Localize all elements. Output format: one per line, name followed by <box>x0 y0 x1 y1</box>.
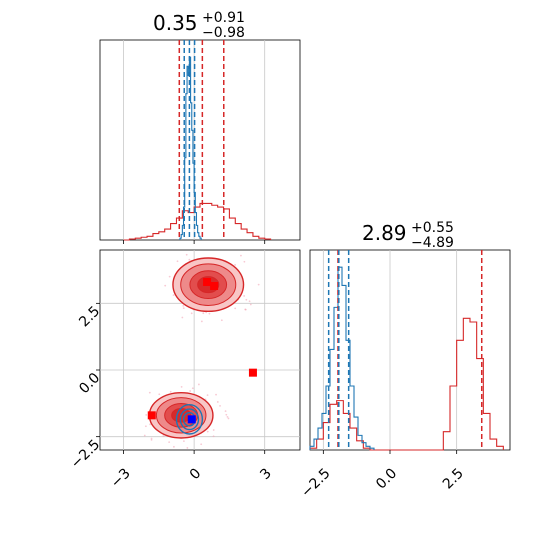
marker-red <box>210 282 219 290</box>
scatter-point <box>206 430 209 433</box>
x-tick-label: 3 <box>257 465 275 483</box>
contour-level-blue <box>175 403 204 435</box>
scatter-point <box>243 260 246 263</box>
scatter-point <box>149 423 152 426</box>
marker-blue <box>187 415 196 424</box>
histogram-blue-series <box>309 266 375 450</box>
scatter-point <box>249 303 252 306</box>
scatter-point <box>227 417 230 420</box>
title-upper-error: +0.91 <box>202 10 245 26</box>
scatter-point <box>224 410 227 413</box>
y-tick-label: 2.5 <box>76 303 103 330</box>
scatter-point <box>158 393 161 396</box>
title-lower-error: −0.98 <box>202 25 245 41</box>
scatter-point <box>183 440 185 443</box>
scatter-point <box>189 390 192 392</box>
scatter-point <box>162 435 165 437</box>
panel-title: 0.35 +0.91 −0.98 <box>153 10 245 41</box>
scatter-point <box>215 393 217 396</box>
scatter-point <box>216 401 219 403</box>
scatter-point <box>182 304 185 307</box>
scatter-point <box>200 443 203 446</box>
scatter-point <box>226 415 229 418</box>
x-tick-label: −3 <box>108 465 134 491</box>
title-upper-error: +0.55 <box>411 220 454 236</box>
scatter-point <box>148 391 151 394</box>
scatter-point <box>173 445 175 448</box>
grid <box>322 250 458 450</box>
histogram-marks <box>309 250 504 451</box>
scatter-point <box>172 294 175 297</box>
axis-ticks: −2.5 0.0 2.5 <box>298 450 467 501</box>
histogram-marks <box>123 40 272 244</box>
panel-frame <box>309 249 511 451</box>
x-tick-label: 2.5 <box>440 465 467 492</box>
scatter-point <box>169 390 172 393</box>
title-value: 0.35 <box>153 11 198 35</box>
scatter-point <box>144 425 147 428</box>
scatter-point <box>219 404 221 407</box>
scatter-marks <box>143 253 260 449</box>
panel-frame <box>99 249 301 451</box>
scatter-point <box>190 312 193 315</box>
scatter-point <box>145 414 148 416</box>
scatter-point <box>244 308 247 311</box>
panel-title: 2.89 +0.55 −4.89 <box>362 220 454 251</box>
panel-frame <box>99 39 301 241</box>
x-tick-label: −2.5 <box>298 465 333 500</box>
joint-scatter-panel: −3 0 3 −2.5 0.0 2.5 <box>68 249 301 491</box>
contour-level-blue <box>179 408 200 431</box>
scatter-point <box>200 320 203 323</box>
scatter-point <box>257 283 260 286</box>
scatter-point <box>185 253 188 256</box>
x-tick-label: 0.0 <box>373 465 400 492</box>
scatter-point <box>186 447 189 449</box>
histogram-red-series <box>309 317 504 451</box>
y-tick-label: 0.0 <box>76 370 103 397</box>
scatter-point <box>164 284 167 287</box>
scatter-point <box>168 275 171 278</box>
marginal-histogram-parameter-2: −2.5 0.0 2.5 2.89 +0.55 −4.89 <box>298 220 511 501</box>
scatter-point <box>220 319 223 322</box>
scatter-point <box>191 387 194 390</box>
scatter-point <box>248 300 251 303</box>
scatter-point <box>143 434 146 437</box>
scatter-point <box>212 435 215 438</box>
scatter-point <box>182 307 185 310</box>
scatter-point <box>206 394 209 397</box>
scatter-point <box>197 383 200 386</box>
marker-red <box>147 411 156 420</box>
scatter-point <box>240 254 242 257</box>
scatter-point <box>188 258 191 261</box>
scatter-point <box>225 413 228 416</box>
scatter-point <box>234 307 237 310</box>
scatter-point <box>176 260 179 263</box>
scatter-point <box>181 316 184 319</box>
scatter-point <box>202 312 205 315</box>
histogram-red-series <box>123 202 272 241</box>
marker-red <box>203 278 212 286</box>
x-tick-label: 0 <box>187 465 205 483</box>
y-tick-label: −2.5 <box>68 437 103 472</box>
scatter-point <box>208 312 211 315</box>
marginal-histogram-parameter-1: 0.35 +0.91 −0.98 <box>99 10 301 244</box>
scatter-point <box>234 264 236 266</box>
marker-red <box>248 368 257 377</box>
scatter-point <box>245 298 248 301</box>
title-value: 2.89 <box>362 221 407 245</box>
scatter-point <box>150 439 153 441</box>
scatter-point <box>212 429 215 431</box>
scatter-point <box>180 385 183 388</box>
scatter-point <box>243 295 246 297</box>
title-lower-error: −4.89 <box>411 235 454 251</box>
scatter-point <box>168 441 171 444</box>
histogram-blue-series <box>179 56 202 240</box>
scatter-point <box>150 437 153 440</box>
